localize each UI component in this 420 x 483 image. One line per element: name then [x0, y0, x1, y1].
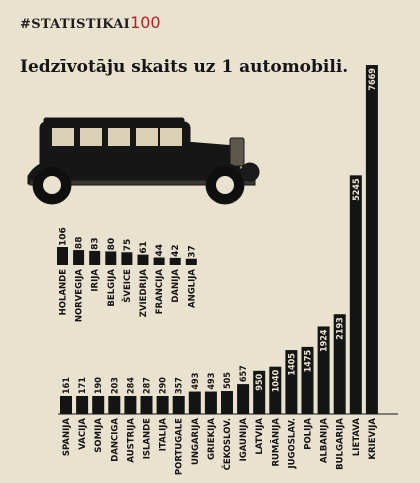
bar-value-label: 7669: [368, 68, 378, 91]
bar-8: [172, 396, 185, 414]
inset-bar-7: [153, 257, 165, 265]
inset-bar-2: [73, 250, 85, 265]
bar-value-label: 290: [159, 377, 169, 394]
bar-value-label: 2193: [336, 317, 346, 340]
bar-category-label: IGAUNIJA: [239, 418, 249, 462]
inset-bar-3: [89, 250, 101, 265]
bar-category-label: BULGARIJA: [336, 418, 346, 470]
bar-3: [92, 396, 105, 414]
bar-12: [237, 384, 250, 414]
bar-18: [333, 314, 346, 414]
bar-11: [221, 391, 233, 414]
bar-value-label: 493: [207, 373, 217, 390]
bar-2: [76, 396, 89, 414]
inset-bar-1: [57, 247, 68, 265]
bar-value-label: 950: [255, 373, 265, 390]
bar-value-label: 505: [223, 372, 233, 389]
bar-category-label: AUSTRIJA: [126, 418, 136, 463]
bar-value-label: 203: [110, 377, 120, 394]
bar-category-label: POLIJA: [304, 418, 314, 450]
bar-value-label: 657: [239, 365, 249, 382]
bar-category-label: RUMĀNIJA: [270, 418, 281, 467]
car-illustration: [27, 117, 260, 205]
bar-category-label: PORTUGALE: [175, 418, 185, 475]
inset-bar-value-label: 44: [155, 244, 165, 257]
bar-category-label: VACIJA: [78, 418, 88, 450]
bar-13: [253, 370, 266, 414]
bar-value-label: 1475: [304, 350, 314, 373]
inset-bar-category-label: HOLANDE: [59, 269, 69, 316]
inset-bar-value-label: 75: [123, 239, 133, 252]
bar-category-label: KRIEVIJA: [368, 418, 378, 460]
inset-bar-value-label: 61: [139, 241, 149, 254]
bar-9: [188, 391, 201, 414]
bar-category-label: UNGARIJA: [191, 418, 201, 465]
bar-19: [349, 175, 362, 414]
bar-10: [204, 391, 217, 414]
inset-bar-category-label: FRANCIJA: [155, 269, 165, 315]
bar-value-label: 287: [143, 377, 153, 394]
inset-bar-category-label: IRIJA: [91, 269, 101, 292]
inset-bars: 106 HOLANDE 88 NORVEGIJA 83 IRIJA 80 BELGIJA 75 Š…: [57, 227, 197, 322]
inset-bar-value-label: 83: [91, 237, 101, 250]
bar-category-label: LATVIJA: [255, 418, 265, 455]
bar-value-label: 1040: [271, 369, 281, 392]
inset-bar-value-label: 88: [75, 237, 85, 250]
inset-bar-value-label: 80: [107, 238, 117, 251]
bar-value-label: 493: [191, 373, 201, 390]
bar-value-label: 284: [126, 377, 136, 394]
inset-bar-category-label: ANGLIJA: [187, 269, 197, 308]
inset-bar-value-label: 106: [59, 227, 69, 246]
inset-bar-9: [185, 258, 197, 265]
bar-17: [317, 326, 330, 414]
inset-bar-category-label: ZVIEDRIJA: [139, 269, 149, 318]
watermark: #STATISTIKAI100: [20, 13, 161, 32]
bar-7: [156, 396, 169, 414]
inset-bar-category-label: ŠVEICE: [121, 269, 133, 303]
watermark-prefix: #STATISTIKAI: [20, 17, 130, 32]
inset-bar-category-label: BELGIJA: [107, 269, 117, 307]
bar-category-label: SOMIJA: [94, 418, 104, 453]
bar-value-label: 190: [94, 377, 104, 394]
bar-category-label: ITALIJA: [159, 418, 169, 452]
bar-value-label: 171: [78, 377, 88, 394]
bar-category-label: ALBANIJA: [320, 418, 330, 463]
bar-1: [60, 396, 72, 414]
bar-value-label: 5245: [352, 178, 362, 201]
inset-bar-5: [121, 252, 133, 265]
bar-4: [108, 396, 121, 414]
main-bars: 161 SPANIJA 171 VACIJA 190 SOMIJA 203 DANCIGA 28…: [60, 65, 378, 475]
bar-category-label: LIETAVA: [352, 418, 362, 457]
bar-category-label: GRIEKIJA: [207, 418, 217, 460]
watermark-accent: 100: [130, 13, 161, 32]
chart-title: Iedzīvotāju skaits uz 1 automobili.: [20, 57, 348, 77]
bar-category-label: DANCIGA: [110, 418, 120, 462]
inset-bar-category-label: DANIJA: [171, 269, 181, 303]
inset-bar-value-label: 42: [171, 244, 181, 257]
bar-6: [140, 396, 153, 414]
inset-bar-4: [105, 251, 117, 265]
bar-value-label: 161: [62, 377, 72, 394]
bar-value-label: 1405: [287, 353, 297, 376]
bar-15: [285, 350, 298, 414]
bar-5: [124, 396, 137, 414]
inset-bar-6: [137, 254, 149, 265]
bar-value-label: 1924: [320, 329, 330, 352]
bar-category-label: JUGOSLAV.: [287, 418, 297, 470]
inset-bar-category-label: NORVEGIJA: [75, 269, 85, 323]
bar-14: [269, 366, 282, 414]
bar-category-label: SPANIJA: [62, 418, 72, 457]
bar-value-label: 357: [175, 377, 185, 394]
inset-bar-8: [169, 257, 181, 265]
bar-20: [365, 65, 378, 415]
bar-category-label: ČEKOSLOV.: [221, 418, 233, 470]
bar-16: [301, 346, 314, 414]
bar-category-label: ISLANDE: [143, 418, 153, 459]
inset-bar-value-label: 37: [187, 245, 197, 258]
